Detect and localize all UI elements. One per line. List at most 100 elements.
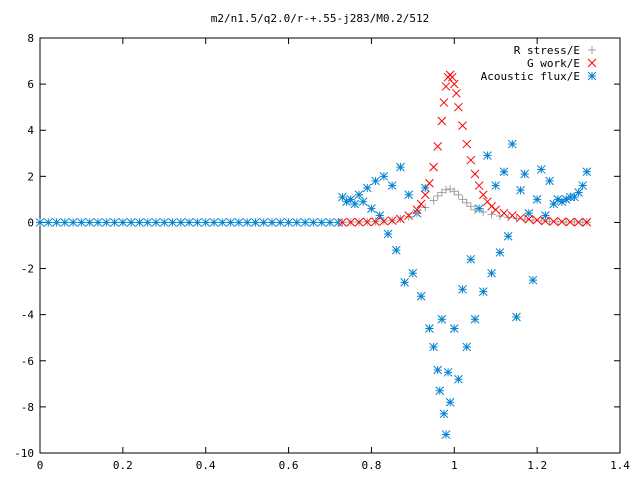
data-point (570, 192, 579, 202)
data-point (226, 218, 235, 227)
data-point (85, 218, 95, 227)
data-point (466, 155, 476, 165)
data-point (375, 211, 385, 220)
data-point (449, 79, 459, 89)
data-point (259, 218, 269, 227)
data-point (346, 217, 356, 227)
y-tick-label: -2 (21, 263, 34, 276)
data-point (439, 98, 449, 107)
data-point (528, 275, 538, 285)
data-point (458, 284, 467, 294)
data-point (151, 218, 161, 227)
data-point (433, 191, 442, 200)
data-point (454, 374, 463, 384)
data-point (454, 190, 463, 199)
data-point (474, 181, 484, 190)
data-point (371, 176, 380, 186)
data-point (495, 248, 505, 257)
data-point (435, 386, 445, 396)
data-point (420, 190, 430, 200)
data-point (383, 229, 393, 239)
data-point (413, 209, 421, 218)
data-point (404, 212, 413, 221)
data-point (433, 142, 443, 151)
data-point (354, 190, 364, 200)
axes: 0 0.2 0.4 0.6 0.8 1 1.2 1.4 8 6 4 2 0 -2 -4 -6 -8 -10 (14, 32, 630, 472)
legend-label: R stress/E (514, 44, 580, 57)
data-point (516, 185, 525, 195)
data-point (193, 218, 202, 227)
data-point (387, 181, 397, 190)
data-point (184, 218, 194, 227)
y-tick-label: -6 (21, 355, 34, 368)
data-point (562, 217, 571, 226)
data-point (449, 324, 459, 333)
data-point (201, 218, 211, 227)
data-point (437, 314, 447, 324)
data-point (234, 218, 244, 227)
data-marks (35, 70, 592, 439)
data-point (466, 202, 475, 211)
data-point (267, 218, 277, 227)
data-point (507, 139, 517, 149)
data-point (396, 162, 405, 172)
data-point (452, 88, 461, 98)
data-point (450, 187, 459, 196)
data-point (43, 218, 53, 227)
y-tick-label: 4 (27, 124, 34, 137)
data-point (447, 72, 457, 82)
data-point (350, 199, 360, 209)
data-point (396, 214, 405, 224)
data-point (118, 218, 128, 227)
data-point (143, 218, 153, 227)
data-point (470, 314, 480, 324)
data-point (101, 218, 111, 227)
data-point (516, 213, 525, 223)
data-point (524, 214, 534, 224)
data-point (532, 215, 542, 225)
data-point (292, 218, 302, 227)
data-point (487, 210, 496, 219)
data-point (532, 195, 542, 204)
data-point (35, 218, 45, 227)
data-point (512, 214, 521, 223)
legend-label: Acoustic flux/E (481, 70, 580, 83)
data-point (387, 216, 397, 225)
data-point (354, 217, 364, 227)
data-point (408, 268, 418, 278)
x-tick-label: 1.2 (527, 459, 547, 472)
data-point (60, 218, 70, 227)
data-point (309, 218, 318, 227)
y-tick-label: -8 (21, 401, 34, 414)
x-tick-label: 0.8 (361, 459, 381, 472)
data-point (545, 217, 554, 226)
data-point (582, 217, 592, 227)
data-point (429, 196, 438, 205)
data-point (574, 188, 583, 197)
data-point (176, 218, 186, 227)
data-point (135, 218, 144, 227)
data-point (470, 169, 480, 179)
data-point (52, 218, 61, 227)
data-point (499, 208, 509, 218)
data-point (168, 218, 177, 227)
data-point (478, 287, 488, 296)
data-point (300, 218, 310, 227)
x-tick-label: 1 (451, 459, 458, 472)
data-point (159, 218, 169, 227)
data-point (284, 218, 293, 227)
y-tick-label: -4 (21, 309, 35, 322)
data-point (325, 218, 335, 227)
data-point (478, 190, 488, 200)
data-point (68, 218, 78, 227)
data-point (487, 268, 496, 278)
data-point (275, 218, 285, 227)
data-point (317, 218, 327, 227)
data-point (362, 217, 372, 227)
data-point (549, 217, 559, 226)
data-point (217, 218, 227, 227)
data-point (458, 121, 467, 130)
chart-title: m2/n1.5/q2.0/r-+.55-j283/M0.2/512 (211, 12, 430, 25)
